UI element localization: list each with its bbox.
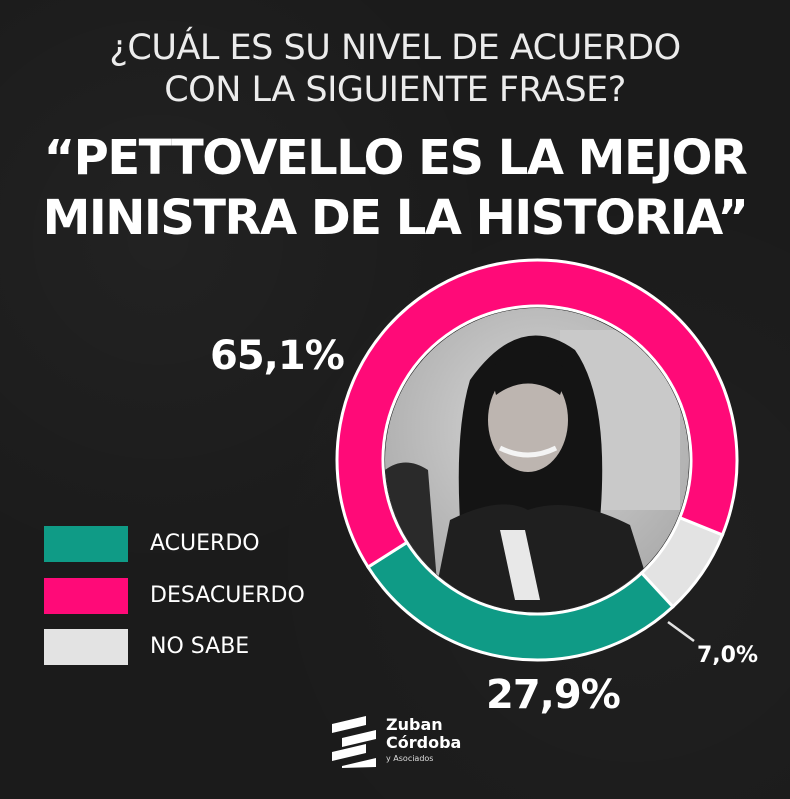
- brand-subtitle: y Asociados: [386, 754, 434, 763]
- desacuerdo-percentage-label: 65,1%: [210, 333, 345, 379]
- headline-line-2: MINISTRA DE LA HISTORIA”: [42, 190, 749, 246]
- headline-line-1: “PETTOVELLO ES LA MEJOR: [43, 130, 748, 186]
- brand-logo: Zuban Córdoba y Asociados: [332, 712, 462, 772]
- question-line-2: CON LA SIGUIENTE FRASE?: [164, 70, 626, 110]
- slice-desacuerdo: [335, 258, 739, 570]
- brand-name-line-1: Zuban: [386, 715, 443, 734]
- legend-swatch-no-sabe: [44, 629, 128, 665]
- legend-label-no-sabe: NO SABE: [150, 634, 250, 659]
- brand-name-line-2: Córdoba: [386, 733, 462, 752]
- acuerdo-percentage-label: 27,9%: [486, 672, 621, 718]
- legend-swatch-acuerdo: [44, 526, 128, 562]
- question-line-1: ¿CUÁL ES SU NIVEL DE ACUERDO: [109, 28, 681, 68]
- no-sabe-leader-line: [667, 620, 695, 643]
- legend-label-acuerdo: ACUERDO: [150, 531, 260, 556]
- legend-swatch-desacuerdo: [44, 578, 128, 614]
- no-sabe-percentage-label: 7,0%: [697, 643, 759, 668]
- brand-mark-icon: [332, 716, 376, 768]
- legend-label-desacuerdo: DESACUERDO: [150, 583, 305, 608]
